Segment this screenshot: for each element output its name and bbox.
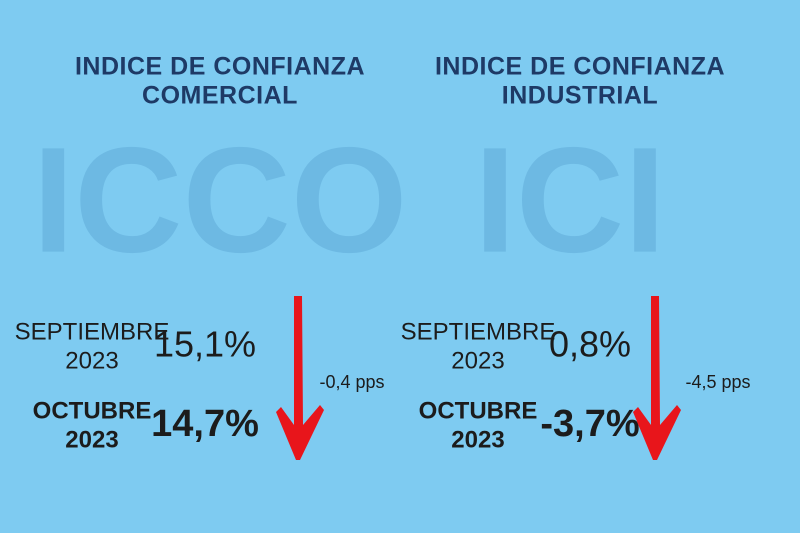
panel-title: COMERCIAL [142, 82, 298, 110]
index-value: 0,8% [549, 324, 631, 365]
down-arrow [633, 296, 681, 460]
panel-title: INDUSTRIAL [502, 82, 658, 110]
period-label: 2023 [65, 347, 118, 374]
period-label: OCTUBRE [33, 397, 152, 424]
index-value: -3,7% [540, 403, 639, 445]
change-label: -4,5 pps [685, 372, 750, 392]
down-arrow [276, 296, 324, 460]
period-label: 2023 [451, 426, 504, 453]
period-label: SEPTIEMBRE [401, 318, 556, 345]
panel-title: INDICE DE CONFIANZA [435, 53, 725, 81]
index-value: 15,1% [154, 324, 256, 365]
period-label: SEPTIEMBRE [15, 318, 170, 345]
watermark: ICI [474, 116, 666, 284]
change-label: -0,4 pps [319, 372, 384, 392]
period-label: 2023 [451, 347, 504, 374]
period-label: OCTUBRE [419, 397, 538, 424]
panel-title: INDICE DE CONFIANZA [75, 53, 365, 81]
index-value: 14,7% [151, 403, 259, 445]
period-label: 2023 [65, 426, 118, 453]
watermark: ICCO [33, 116, 408, 284]
